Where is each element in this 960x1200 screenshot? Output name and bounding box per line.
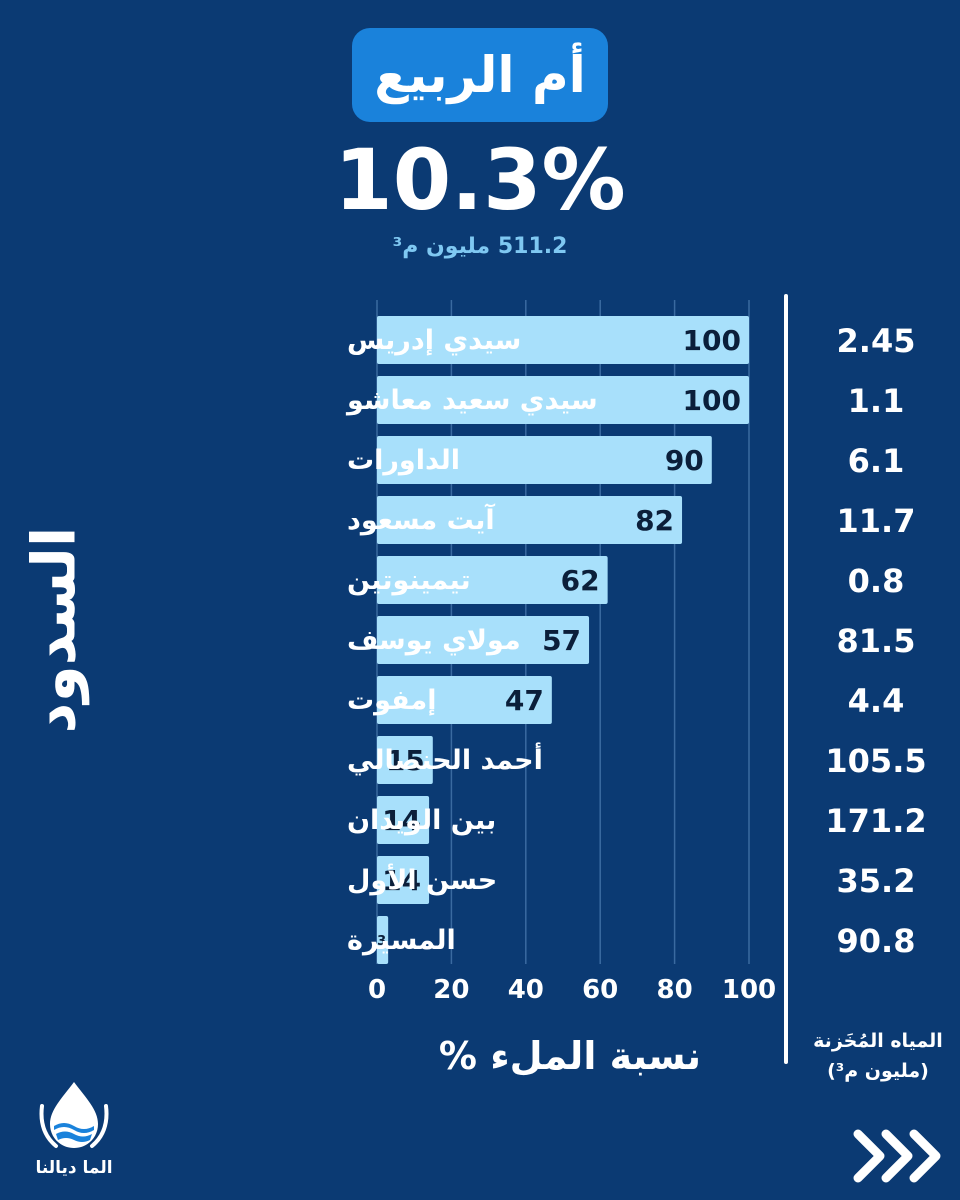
stored-column-caption-line1: المياه المُخَزنة bbox=[813, 1030, 943, 1052]
next-arrows[interactable] bbox=[850, 1126, 946, 1186]
dam-name-label: المسيرة bbox=[347, 925, 456, 956]
bar bbox=[377, 736, 433, 784]
bar bbox=[377, 556, 608, 604]
bar bbox=[377, 436, 712, 484]
bar bbox=[377, 496, 683, 544]
bar-value-label: 3 bbox=[377, 934, 386, 949]
bar-value-label: 57 bbox=[542, 624, 581, 657]
bar-value-label: 14 bbox=[382, 864, 421, 897]
bar bbox=[377, 796, 430, 844]
x-tick-label: 60 bbox=[582, 975, 618, 1005]
x-axis-title: نسبة الملء % bbox=[438, 1034, 702, 1078]
dam-name-label: مولاي يوسف bbox=[347, 625, 521, 656]
stored-volume-value: 105.5 bbox=[825, 742, 926, 780]
bar-value-label: 47 bbox=[505, 684, 544, 717]
dam-name-label: حسن الأول bbox=[347, 863, 497, 896]
stored-volume-value: 2.45 bbox=[837, 322, 916, 360]
water-drop-icon bbox=[39, 1082, 109, 1148]
stored-volume-value: 35.2 bbox=[837, 862, 916, 900]
bar-value-label: 100 bbox=[683, 324, 741, 357]
x-tick-label: 40 bbox=[508, 975, 544, 1005]
dam-name-label: سيدي سعيد معاشو bbox=[345, 385, 598, 416]
bar-value-label: 15 bbox=[386, 744, 425, 777]
chevrons-right-icon bbox=[853, 1129, 941, 1183]
stored-column-caption-line2: (مليون م³) bbox=[827, 1060, 929, 1082]
stored-volume-value: 90.8 bbox=[837, 922, 916, 960]
bars bbox=[377, 316, 749, 964]
basin-stored-volume: 511.2 مليون م³ bbox=[392, 234, 568, 259]
dam-name-label: أحمد الحنصالي bbox=[347, 742, 543, 776]
stored-volume-value: 11.7 bbox=[837, 502, 916, 540]
bar-value-label: 100 bbox=[683, 384, 741, 417]
x-tick-label: 0 bbox=[368, 975, 386, 1005]
column-divider bbox=[784, 294, 788, 1064]
stored-volume-value: 81.5 bbox=[837, 622, 916, 660]
x-tick-label: 100 bbox=[722, 975, 776, 1005]
bar-value-label: 62 bbox=[561, 564, 600, 597]
labels: 0 20 40 60 80 100 100 سيدي إدريس 2.45 100 سيدي سعي… bbox=[345, 322, 927, 1005]
dam-name-label: إمفوت bbox=[347, 685, 436, 716]
stored-volume-value: 171.2 bbox=[825, 802, 926, 840]
stored-volume-value: 0.8 bbox=[848, 562, 905, 600]
stored-volume-value: 4.4 bbox=[848, 682, 905, 720]
bar bbox=[377, 376, 749, 424]
dam-name-label: تيمينوتين bbox=[347, 565, 471, 596]
bar-value-label: 82 bbox=[635, 504, 674, 537]
bar-value-label: 14 bbox=[382, 804, 421, 837]
bar bbox=[377, 676, 552, 724]
brand-logo: الما ديالنا bbox=[26, 1076, 122, 1186]
basin-fill-percentage: 10.3% bbox=[334, 131, 626, 229]
bar bbox=[377, 916, 389, 964]
x-tick-label: 80 bbox=[657, 975, 693, 1005]
brand-name: الما ديالنا bbox=[35, 1158, 113, 1178]
stored-column-caption: المياه المُخَزنة (مليون م³) bbox=[796, 1026, 960, 1090]
stored-volume-value: 6.1 bbox=[848, 442, 905, 480]
bar bbox=[377, 616, 590, 664]
dam-name-label: سيدي إدريس bbox=[347, 325, 521, 356]
bar bbox=[377, 316, 749, 364]
dam-name-label: بين الويدان bbox=[347, 805, 496, 836]
bar-value-label: 90 bbox=[665, 444, 704, 477]
dam-name-label: الداورات bbox=[347, 445, 460, 476]
dam-name-label: آيت مسعود bbox=[347, 503, 495, 536]
basin-title: أم الربيع bbox=[352, 28, 608, 122]
x-tick-label: 20 bbox=[433, 975, 469, 1005]
stored-volume-value: 1.1 bbox=[848, 382, 905, 420]
bar bbox=[377, 856, 430, 904]
